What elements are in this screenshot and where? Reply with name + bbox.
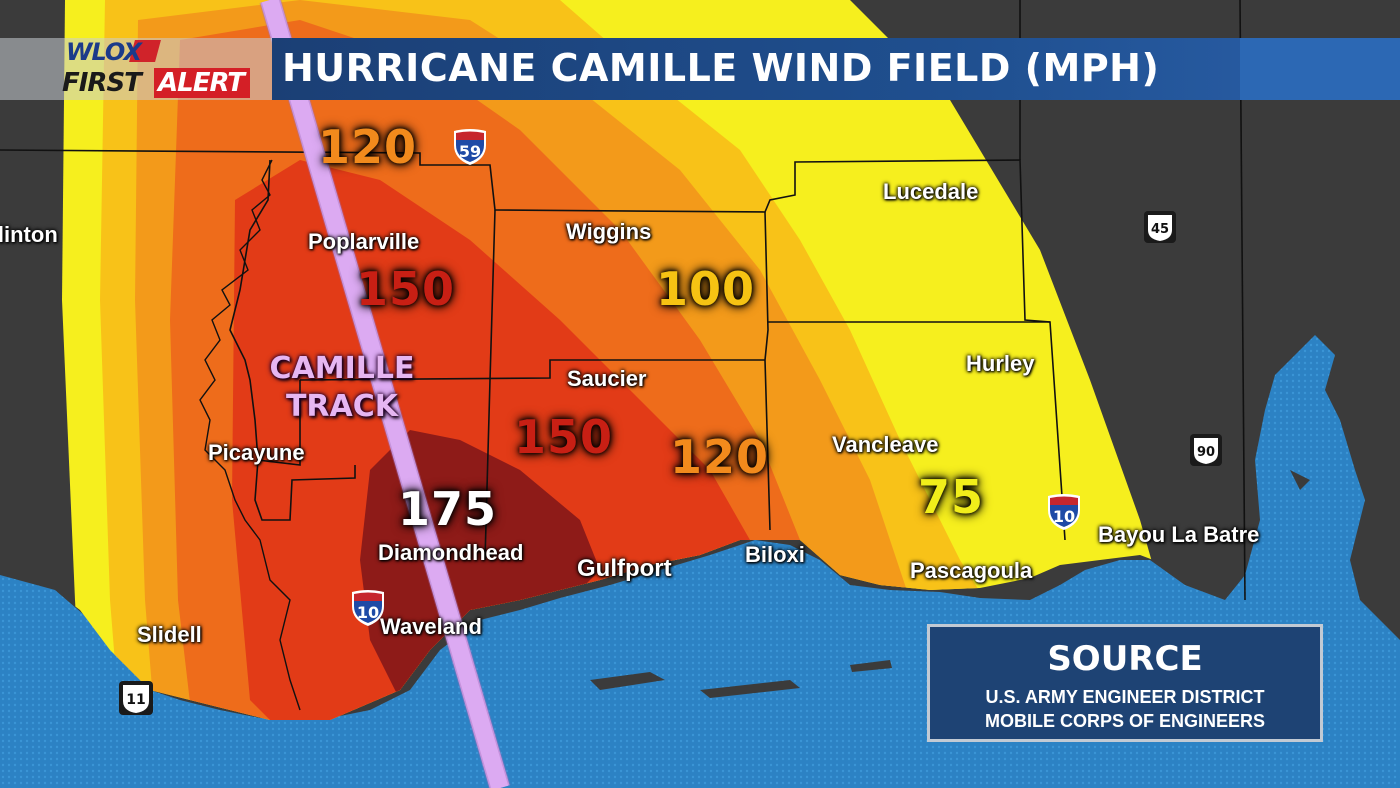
city-label-pascagoula: Pascagoula	[910, 558, 1033, 583]
city-label-lucedale: Lucedale	[883, 179, 979, 204]
city-label-poplarville: Poplarville	[308, 229, 420, 254]
wind-speed-label: 75	[918, 470, 985, 524]
logo-alert: ALERT	[154, 68, 251, 98]
barrier-island	[700, 680, 800, 698]
shield-number: 45	[1151, 222, 1169, 237]
barrier-island	[850, 660, 892, 672]
shield-number: 59	[459, 142, 481, 161]
city-label-diamondhead: Diamondhead	[378, 540, 524, 565]
shield-number: 10	[357, 603, 379, 622]
shield-number: 90	[1197, 445, 1215, 460]
wind-speed-label: 100	[656, 262, 756, 316]
city-label-biloxi: Biloxi	[745, 542, 805, 567]
title-accent	[1240, 38, 1400, 100]
track-label-line2: TRACK	[285, 389, 399, 424]
camille-track-label: CAMILLE TRACK	[262, 350, 422, 426]
track-label-line1: CAMILLE	[269, 351, 415, 386]
page-title: HURRICANE CAMILLE WIND FIELD (MPH)	[282, 46, 1160, 90]
city-label-clinton: Clinton	[0, 222, 58, 247]
city-label-wiggins: Wiggins	[566, 219, 652, 244]
source-box: SOURCE U.S. ARMY ENGINEER DISTRICT MOBIL…	[927, 624, 1323, 742]
us-route-shield-icon: 45	[1143, 210, 1177, 244]
city-label-gulfport: Gulfport	[577, 555, 672, 582]
wind-speed-label: 150	[514, 410, 614, 464]
logo-first: FIRST	[62, 68, 142, 98]
us-route-shield-icon: 11	[118, 680, 154, 716]
interstate-shield-icon: 10	[1044, 492, 1084, 532]
logo-wlox: WLOX	[66, 38, 142, 66]
wind-speed-label: 175	[398, 482, 498, 536]
city-label-waveland: Waveland	[380, 614, 482, 639]
barrier-island	[590, 672, 665, 690]
city-label-bayou-la-batre: Bayou La Batre	[1098, 522, 1260, 547]
source-line-1: U.S. ARMY ENGINEER DISTRICT	[985, 687, 1265, 707]
us-route-shield-icon: 90	[1189, 433, 1223, 467]
source-heading: SOURCE	[1047, 639, 1203, 679]
station-logo: WLOX FIRST ALERT	[58, 36, 270, 102]
wind-speed-label: 120	[318, 120, 418, 174]
city-label-hurley: Hurley	[966, 351, 1035, 376]
pearl-river	[199, 159, 301, 711]
source-line-2: MOBILE CORPS OF ENGINEERS	[984, 711, 1266, 731]
interstate-shield-icon: 59	[450, 127, 490, 167]
wind-speed-label: 150	[356, 262, 456, 316]
city-label-picayune: Picayune	[208, 440, 305, 465]
shield-number: 11	[126, 692, 145, 708]
barrier-island	[1290, 470, 1310, 490]
interstate-shield-icon: 10	[348, 588, 388, 628]
county-lines	[0, 0, 1400, 601]
shield-number: 10	[1053, 507, 1075, 526]
title-banner: HURRICANE CAMILLE WIND FIELD (MPH)	[272, 38, 1400, 100]
header-bar: WLOX FIRST ALERT HURRICANE CAMILLE WIND …	[0, 34, 1400, 104]
city-label-saucier: Saucier	[567, 366, 647, 391]
city-label-vancleave: Vancleave	[832, 432, 939, 457]
city-label-slidell: Slidell	[137, 622, 202, 647]
wind-speed-label: 120	[670, 430, 770, 484]
